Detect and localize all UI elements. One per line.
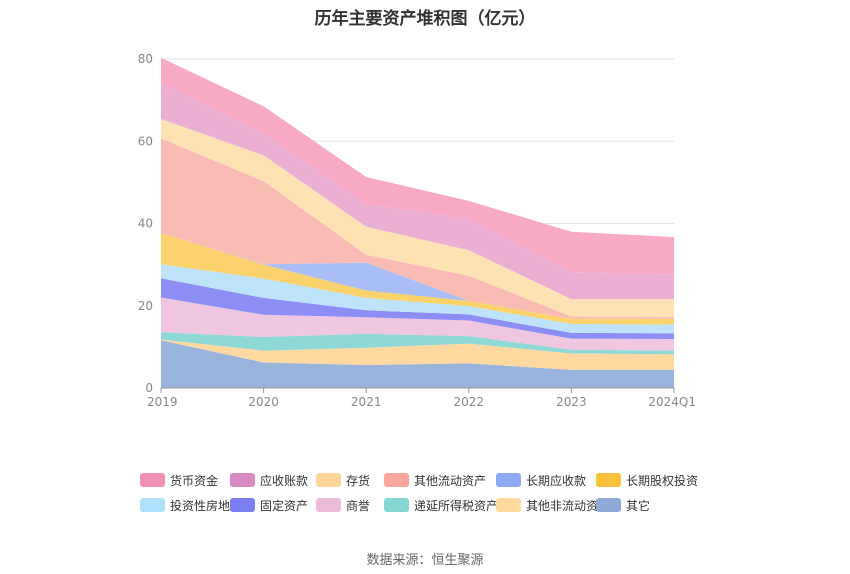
area-投资性房地产 [161, 264, 674, 334]
area-应收账款 [161, 83, 674, 300]
legend-swatch [384, 473, 409, 487]
area-商誉 [161, 297, 674, 351]
data-source: 数据来源：恒生聚源 [366, 553, 484, 568]
area-series [161, 57, 674, 388]
legend-swatch [140, 498, 165, 512]
x-tick-label: 2022 [454, 395, 485, 409]
legend-label: 其它 [626, 498, 651, 513]
legend-item[interactable]: 其他非流动资产 [496, 497, 610, 513]
legend-label: 货币资金 [170, 473, 219, 488]
legend-swatch [596, 473, 621, 487]
area-其他流动资产 [161, 138, 674, 319]
legend-item[interactable]: 货币资金 [140, 472, 218, 488]
legend-item[interactable]: 长期股权投资 [596, 472, 698, 488]
y-tick-label: 60 [138, 134, 153, 148]
y-tick-label: 40 [138, 217, 153, 231]
area-货币资金 [161, 57, 674, 275]
legend-item[interactable]: 长期应收款 [496, 472, 586, 488]
x-tick-label: 2019 [147, 395, 178, 409]
legend-swatch [316, 473, 341, 487]
y-tick-label: 20 [138, 299, 153, 313]
y-tick-label: 0 [145, 381, 153, 395]
chart-title: 历年主要资产堆积图（亿元） [314, 9, 536, 29]
legend-swatch [384, 498, 409, 512]
legend-swatch [596, 498, 621, 512]
legend-item[interactable]: 其它 [596, 497, 650, 513]
legend-item[interactable]: 存货 [316, 472, 370, 488]
area-其他非流动资产 [161, 339, 674, 370]
area-固定资产 [161, 278, 674, 340]
area-其它 [161, 340, 674, 388]
legend-item[interactable]: 其他流动资产 [384, 472, 486, 488]
y-tick-label: 80 [138, 52, 153, 66]
area-递延所得税资产 [161, 332, 674, 355]
legend-swatch [496, 473, 521, 487]
x-tick-label: 2021 [351, 395, 382, 409]
area-存货 [161, 119, 674, 317]
legend-label: 投资性房地产 [170, 498, 243, 513]
legend-item[interactable]: 商誉 [316, 497, 370, 513]
x-tick-label: 2020 [248, 395, 279, 409]
legend-item[interactable]: 应收账款 [230, 472, 308, 488]
legend-label: 应收账款 [260, 473, 309, 488]
legend-swatch [496, 498, 521, 512]
axes: 0 20 40 60 80 2019 2020 2021 2022 2023 2024Q1 [138, 52, 696, 409]
x-tick-label: 2023 [556, 395, 587, 409]
legend-swatch [230, 473, 255, 487]
legend-label: 固定资产 [260, 498, 309, 513]
legend-label: 递延所得税资产 [414, 498, 499, 513]
legend-swatch [230, 498, 255, 512]
legend-label: 其他流动资产 [414, 473, 487, 488]
legend-label: 商誉 [346, 498, 371, 513]
legend-item[interactable]: 递延所得税资产 [384, 497, 498, 513]
legend-item[interactable]: 投资性房地产 [140, 497, 242, 513]
legend-label: 其他非流动资产 [526, 498, 611, 513]
legend-item[interactable]: 固定资产 [230, 497, 308, 513]
legend-swatch [140, 473, 165, 487]
legend-label: 长期应收款 [526, 473, 587, 488]
legend-label: 长期股权投资 [626, 473, 699, 488]
x-tick-label: 2024Q1 [648, 395, 696, 409]
stacked-area-chart: 0 20 40 60 80 2019 2020 2021 2022 2023 2024Q1 [138, 52, 696, 409]
legend-swatch [316, 498, 341, 512]
legend-label: 存货 [346, 473, 371, 488]
